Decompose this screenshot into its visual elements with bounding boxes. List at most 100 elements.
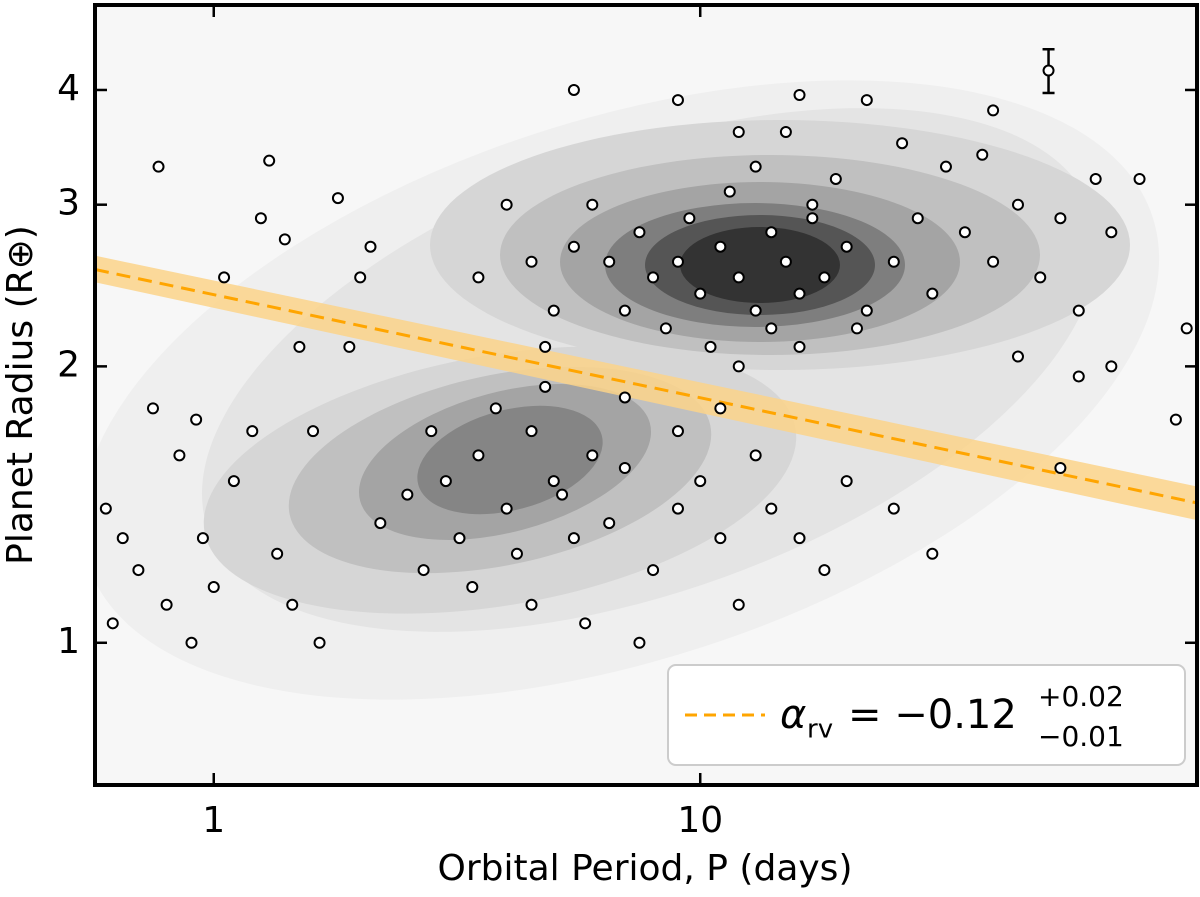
data-point xyxy=(860,94,873,107)
legend-subscript: rv xyxy=(807,715,833,745)
data-point xyxy=(732,271,745,284)
data-point xyxy=(765,502,778,515)
data-point xyxy=(840,475,853,488)
data-point xyxy=(1054,462,1067,475)
data-point xyxy=(567,240,580,253)
data-point xyxy=(196,532,209,545)
data-point xyxy=(343,340,356,353)
data-point xyxy=(749,160,762,173)
data-point xyxy=(723,185,736,198)
data-point xyxy=(331,192,344,205)
data-point xyxy=(472,449,485,462)
data-point xyxy=(132,564,145,577)
data-point xyxy=(860,304,873,317)
data-point xyxy=(958,226,971,239)
data-point xyxy=(765,226,778,239)
data-point xyxy=(659,322,672,335)
data-point xyxy=(207,581,220,594)
data-point xyxy=(683,212,696,225)
data-point xyxy=(1169,413,1182,426)
data-point xyxy=(374,517,387,530)
data-point xyxy=(896,137,909,150)
data-point xyxy=(401,488,414,501)
legend-lower: −0.01 xyxy=(1038,720,1124,753)
data-point xyxy=(618,462,631,475)
data-point xyxy=(466,581,479,594)
data-point xyxy=(793,88,806,101)
data-point xyxy=(99,502,112,515)
y-axis-label: Planet Radius (R⊕) xyxy=(0,225,41,565)
plot-frame xyxy=(93,3,1199,787)
data-point xyxy=(525,255,538,268)
data-point xyxy=(714,402,727,415)
data-point xyxy=(218,271,231,284)
data-point xyxy=(586,449,599,462)
x-axis-label: Orbital Period, P (days) xyxy=(438,848,853,889)
data-point xyxy=(671,94,684,107)
marks xyxy=(95,48,1197,649)
data-point xyxy=(1105,226,1118,239)
data-point xyxy=(618,391,631,404)
data-point xyxy=(354,271,367,284)
data-point xyxy=(633,226,646,239)
data-point xyxy=(765,322,778,335)
data-point xyxy=(313,636,326,649)
data-point xyxy=(714,240,727,253)
error-bar-point xyxy=(1042,64,1055,77)
y-tick-label: 1 xyxy=(57,621,80,662)
data-point xyxy=(976,148,989,161)
data-point xyxy=(1072,370,1085,383)
data-point xyxy=(246,425,259,438)
data-point xyxy=(793,340,806,353)
data-point xyxy=(806,198,819,211)
data-point xyxy=(618,304,631,317)
x-tick-label: 1 xyxy=(202,800,225,841)
data-point xyxy=(500,198,513,211)
data-point xyxy=(152,160,165,173)
data-point xyxy=(364,240,377,253)
data-point xyxy=(489,402,502,415)
data-point xyxy=(749,449,762,462)
legend-value: = −0.12 xyxy=(848,692,1017,738)
data-point xyxy=(106,617,119,630)
data-point xyxy=(887,255,900,268)
data-point xyxy=(547,304,560,317)
data-point xyxy=(173,449,186,462)
data-point xyxy=(556,488,569,501)
data-point xyxy=(806,212,819,225)
data-point xyxy=(1034,271,1047,284)
legend-symbol: α xyxy=(780,692,806,738)
y-tick-label: 2 xyxy=(57,344,80,385)
data-point xyxy=(190,413,203,426)
data-point xyxy=(714,532,727,545)
data-point xyxy=(850,322,863,335)
data-point xyxy=(818,564,831,577)
fit-band xyxy=(95,255,1197,521)
y-tick-label: 4 xyxy=(57,68,80,109)
data-point xyxy=(887,502,900,515)
data-point xyxy=(818,271,831,284)
data-point xyxy=(939,160,952,173)
data-point xyxy=(987,104,1000,117)
data-point xyxy=(263,154,276,167)
data-point xyxy=(1072,304,1085,317)
data-point xyxy=(779,125,792,138)
data-point xyxy=(1011,198,1024,211)
data-point xyxy=(749,304,762,317)
data-point xyxy=(926,287,939,300)
data-point xyxy=(586,198,599,211)
data-point xyxy=(185,636,198,649)
data-point xyxy=(1054,212,1067,225)
data-point xyxy=(1089,172,1102,185)
data-point xyxy=(500,502,513,515)
legend-box xyxy=(667,664,1186,766)
data-point xyxy=(793,287,806,300)
data-point xyxy=(1105,360,1118,373)
data-point xyxy=(671,502,684,515)
data-point xyxy=(453,532,466,545)
data-point xyxy=(704,340,717,353)
x-tick-label: 10 xyxy=(677,800,723,841)
data-point xyxy=(116,532,129,545)
